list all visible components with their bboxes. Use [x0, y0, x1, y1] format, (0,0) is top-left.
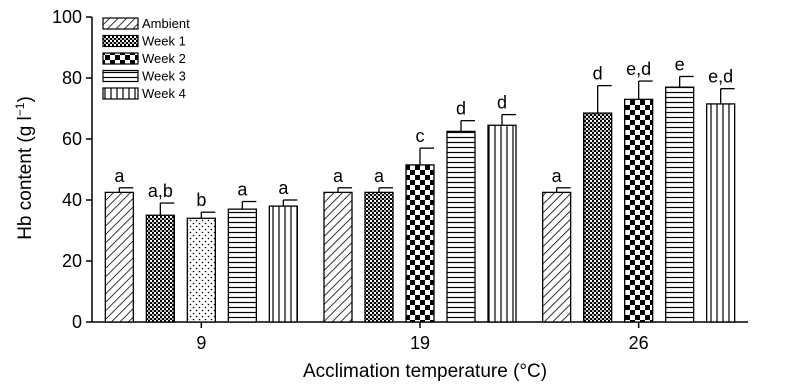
legend: Ambient Week 1 Week 2 Week 3 Week 4 [102, 16, 190, 101]
legend-label: Week 3 [142, 69, 186, 84]
legend-swatch [102, 34, 139, 48]
x-axis: 9 19 26 [92, 321, 748, 353]
bar [665, 86, 695, 323]
legend-label: Week 1 [142, 34, 186, 49]
significance-label: a,b [148, 181, 173, 201]
x-tick-label: 9 [196, 333, 206, 353]
legend-swatch [102, 52, 139, 65]
y-tick-label: 60 [62, 129, 82, 149]
legend-swatch [102, 87, 139, 100]
y-tick-label: 80 [62, 68, 82, 88]
legend-swatch [102, 69, 139, 83]
bar [104, 191, 134, 323]
bar-groups: a a,b b a a a a c d d a d e,d e e,d [104, 54, 736, 323]
significance-label: a [237, 180, 248, 200]
bar [487, 124, 517, 323]
significance-label: e,d [626, 59, 651, 79]
x-axis-label: Acclimation temperature (°C) [303, 361, 547, 382]
bar [364, 191, 394, 323]
significance-label: a [333, 166, 344, 186]
legend-swatch [102, 17, 139, 30]
legend-label: Week 4 [142, 86, 186, 101]
y-axis-label: Hb content (g l−1) [13, 96, 36, 240]
bar [542, 191, 572, 323]
x-tick-label: 19 [410, 333, 430, 353]
significance-label: b [196, 190, 206, 210]
significance-label: d [456, 99, 466, 119]
significance-label: d [593, 64, 603, 84]
significance-label: e,d [708, 67, 733, 87]
significance-label: a [374, 166, 385, 186]
bar [227, 208, 257, 323]
bar [323, 191, 353, 323]
x-tick-label: 26 [629, 333, 649, 353]
y-axis: 0 20 40 60 80 100 [52, 7, 93, 332]
bar [706, 103, 736, 323]
significance-label: d [497, 93, 507, 113]
significance-label: a [552, 166, 563, 186]
bar [446, 130, 476, 323]
bar [624, 98, 654, 323]
bar [186, 217, 216, 323]
legend-label: Week 2 [142, 51, 186, 66]
bar [583, 112, 613, 323]
significance-label: c [416, 126, 425, 146]
significance-label: a [278, 178, 289, 198]
bar [405, 164, 435, 323]
significance-label: e [675, 54, 685, 74]
y-tick-label: 40 [62, 190, 82, 210]
y-axis-label-close: ) [15, 96, 36, 102]
y-tick-label: 20 [62, 251, 82, 271]
significance-label: a [114, 166, 125, 186]
bar [145, 214, 175, 323]
bar [268, 205, 298, 323]
y-axis-label-superscript: −1 [13, 102, 27, 116]
y-tick-label: 0 [72, 312, 82, 332]
y-tick-label: 100 [52, 7, 82, 27]
legend-label: Ambient [142, 16, 190, 31]
y-axis-label-main: Hb content (g l [15, 116, 36, 240]
